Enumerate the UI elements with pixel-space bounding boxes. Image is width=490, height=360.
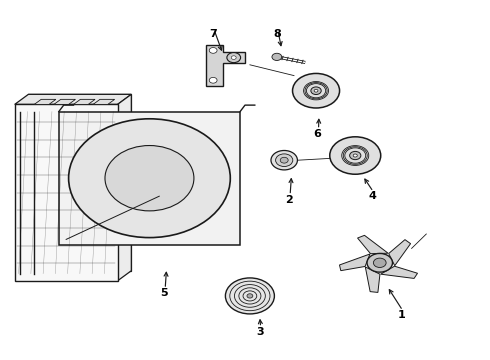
- Text: 7: 7: [209, 29, 217, 39]
- Text: 1: 1: [398, 310, 406, 320]
- Circle shape: [105, 145, 194, 211]
- Polygon shape: [206, 45, 245, 86]
- Circle shape: [209, 48, 217, 53]
- Text: 4: 4: [368, 191, 376, 201]
- Polygon shape: [59, 112, 240, 245]
- Polygon shape: [118, 94, 131, 281]
- Polygon shape: [389, 240, 411, 266]
- Polygon shape: [358, 235, 388, 254]
- Text: 3: 3: [256, 327, 264, 337]
- Polygon shape: [15, 94, 131, 104]
- Text: 8: 8: [273, 29, 281, 39]
- Circle shape: [272, 53, 282, 60]
- Polygon shape: [381, 266, 417, 278]
- Circle shape: [353, 154, 357, 157]
- Circle shape: [373, 258, 386, 267]
- Text: 2: 2: [285, 195, 293, 205]
- Circle shape: [231, 56, 236, 59]
- Circle shape: [225, 278, 274, 314]
- Circle shape: [350, 152, 361, 159]
- Circle shape: [280, 157, 288, 163]
- Circle shape: [367, 253, 392, 272]
- Circle shape: [330, 137, 381, 174]
- Text: 6: 6: [314, 129, 321, 139]
- Circle shape: [209, 77, 217, 83]
- Polygon shape: [34, 99, 56, 104]
- Circle shape: [293, 73, 340, 108]
- Polygon shape: [28, 94, 131, 271]
- Text: 5: 5: [160, 288, 168, 298]
- Circle shape: [311, 87, 321, 95]
- Polygon shape: [54, 99, 75, 104]
- Polygon shape: [15, 104, 118, 281]
- Circle shape: [69, 119, 230, 238]
- Circle shape: [227, 53, 241, 63]
- Circle shape: [314, 89, 318, 92]
- Circle shape: [271, 150, 297, 170]
- Polygon shape: [366, 267, 380, 292]
- Polygon shape: [340, 254, 370, 271]
- Circle shape: [275, 154, 293, 167]
- Circle shape: [247, 294, 253, 298]
- Polygon shape: [93, 99, 115, 104]
- Polygon shape: [74, 99, 95, 104]
